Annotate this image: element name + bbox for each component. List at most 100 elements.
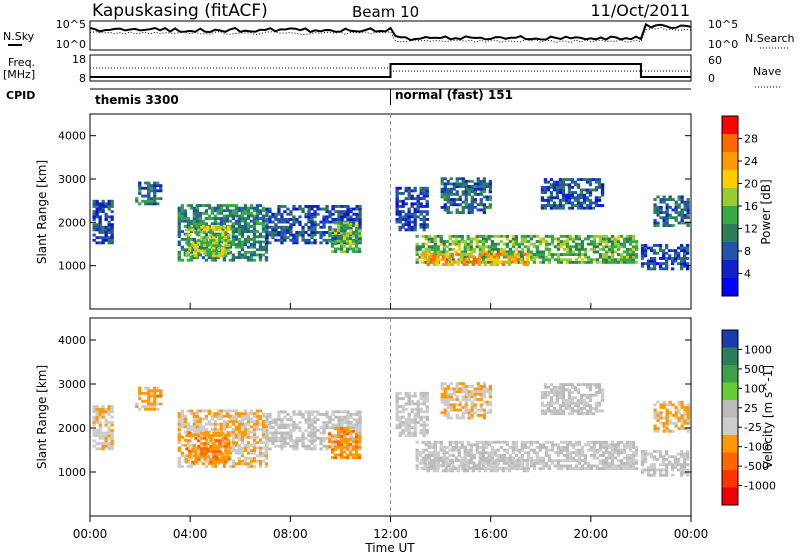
echo-cell <box>307 439 311 443</box>
echo-cell <box>237 214 241 218</box>
echo-cell <box>628 253 633 256</box>
echo-cell <box>427 461 431 465</box>
echo-cell <box>550 255 555 259</box>
echo-cell <box>441 255 445 259</box>
echo-cell <box>680 468 684 472</box>
echo-cell <box>395 415 399 419</box>
echo-cell <box>310 225 314 229</box>
echo-cell <box>177 243 181 246</box>
echo-cell <box>407 186 411 190</box>
echo-cell <box>98 447 102 451</box>
echo-cell <box>252 224 257 228</box>
echo-cell <box>484 250 488 254</box>
echo-cell <box>517 250 521 254</box>
echo-cell <box>316 231 320 234</box>
echo-cell <box>243 211 248 215</box>
echo-cell <box>280 431 284 435</box>
echo-cell <box>215 254 219 258</box>
echo-cell <box>652 468 657 472</box>
echo-cell <box>319 436 323 440</box>
echo-cell <box>265 431 269 435</box>
echo-cell <box>261 214 266 218</box>
echo-cell <box>395 426 399 430</box>
echo-cell <box>234 462 238 466</box>
echo-cell <box>215 455 219 459</box>
echo-cell <box>585 188 590 192</box>
echo-cell <box>180 465 184 468</box>
echo-cell <box>576 185 581 189</box>
echo-cell <box>562 253 567 256</box>
echo-cell <box>197 249 201 253</box>
echo-cell <box>540 204 545 207</box>
echo-cell <box>240 417 245 421</box>
echo-cell <box>613 443 618 447</box>
echo-cell <box>481 440 485 444</box>
echo-cell <box>183 211 187 215</box>
noise-panel-frame <box>89 20 692 51</box>
echo-cell <box>546 406 551 410</box>
echo-cell <box>600 396 605 400</box>
echo-cell <box>427 443 431 447</box>
noise-tick-bottom: 10^0 <box>56 38 86 51</box>
echo-cell <box>138 192 142 195</box>
echo-cell <box>457 448 461 452</box>
echo-cell <box>580 242 585 246</box>
echo-cell <box>451 247 455 251</box>
echo-cell <box>619 451 624 455</box>
echo-cell <box>212 254 216 258</box>
echo-cell <box>677 403 681 407</box>
echo-cell <box>653 224 657 227</box>
echo-cell <box>268 210 272 214</box>
echo-cell <box>201 428 205 431</box>
echo-cell <box>444 469 448 473</box>
echo-cell <box>514 237 518 241</box>
echo-cell <box>422 205 426 208</box>
echo-cell <box>237 457 241 460</box>
echo-cell <box>625 253 630 256</box>
echo-cell <box>628 258 633 262</box>
echo-cell <box>147 402 151 406</box>
echo-cell <box>508 240 512 243</box>
echo-cell <box>216 462 220 466</box>
echo-cell <box>469 448 473 452</box>
echo-cell <box>529 464 533 468</box>
echo-cell <box>280 241 284 245</box>
echo-cell <box>104 439 108 443</box>
echo-cell <box>464 387 468 391</box>
echo-cell <box>237 420 241 423</box>
echo-cell <box>613 464 618 468</box>
echo-cell <box>607 461 612 465</box>
echo-cell <box>467 398 471 401</box>
echo-cell <box>523 443 527 447</box>
echo-cell <box>243 462 248 466</box>
echo-cell <box>610 443 615 447</box>
echo-cell <box>98 236 102 240</box>
echo-cell <box>439 448 443 452</box>
echo-cell <box>212 455 216 459</box>
echo-cell <box>432 257 436 261</box>
echo-cell <box>280 236 284 240</box>
echo-cell <box>565 242 570 246</box>
echo-cell <box>249 250 254 254</box>
echo-cell <box>686 216 690 220</box>
echo-cell <box>198 417 202 421</box>
echo-cell <box>355 418 359 422</box>
echo-cell <box>461 384 465 388</box>
echo-cell <box>476 384 480 388</box>
echo-cell <box>301 236 305 240</box>
echo-cell <box>546 391 551 394</box>
echo-cell <box>261 248 266 252</box>
echo-cell <box>464 195 468 199</box>
echo-cell <box>352 218 356 221</box>
echo-cell <box>461 182 465 186</box>
echo-cell <box>325 444 329 448</box>
echo-cell <box>249 451 254 455</box>
echo-cell <box>601 446 606 449</box>
echo-cell <box>185 460 189 464</box>
echo-cell <box>243 227 248 231</box>
echo-cell <box>653 208 657 212</box>
echo-cell <box>271 220 275 224</box>
echo-cell <box>668 455 672 459</box>
echo-cell <box>478 240 482 243</box>
echo-cell <box>443 403 447 407</box>
